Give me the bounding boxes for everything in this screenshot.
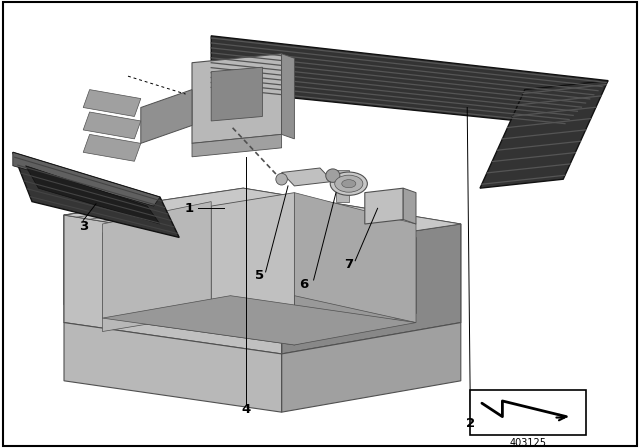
Polygon shape — [83, 112, 141, 139]
Polygon shape — [13, 152, 160, 206]
Polygon shape — [26, 166, 160, 224]
Text: 3: 3 — [79, 220, 88, 233]
Polygon shape — [480, 81, 608, 188]
Polygon shape — [83, 134, 141, 161]
Polygon shape — [282, 168, 333, 186]
Text: 1: 1 — [184, 202, 193, 215]
Polygon shape — [102, 233, 294, 345]
Polygon shape — [282, 54, 294, 139]
Polygon shape — [192, 54, 282, 143]
Polygon shape — [141, 90, 192, 143]
Polygon shape — [282, 224, 461, 354]
Polygon shape — [102, 296, 416, 345]
Polygon shape — [64, 323, 282, 412]
Ellipse shape — [326, 169, 340, 182]
Polygon shape — [365, 188, 403, 224]
Polygon shape — [83, 90, 141, 116]
Polygon shape — [192, 134, 282, 157]
Polygon shape — [403, 188, 416, 224]
Polygon shape — [64, 215, 282, 354]
Polygon shape — [102, 202, 211, 332]
Text: 403125: 403125 — [509, 438, 547, 448]
Polygon shape — [64, 215, 282, 354]
Polygon shape — [282, 323, 461, 412]
Polygon shape — [294, 237, 416, 345]
Polygon shape — [294, 193, 416, 323]
Ellipse shape — [335, 175, 363, 192]
Bar — [470, 390, 586, 435]
Ellipse shape — [276, 173, 287, 185]
Text: 2: 2 — [466, 417, 475, 430]
Polygon shape — [211, 193, 294, 323]
Polygon shape — [243, 188, 461, 323]
Ellipse shape — [342, 180, 356, 188]
Polygon shape — [64, 188, 243, 305]
Polygon shape — [102, 206, 230, 318]
Polygon shape — [64, 188, 461, 251]
Ellipse shape — [330, 172, 367, 195]
Text: 7: 7 — [344, 258, 353, 271]
Polygon shape — [336, 170, 349, 202]
Polygon shape — [211, 36, 608, 125]
Polygon shape — [230, 206, 416, 314]
Polygon shape — [211, 67, 262, 121]
Text: 6: 6 — [300, 278, 308, 291]
Polygon shape — [13, 152, 179, 237]
Text: 5: 5 — [255, 269, 264, 282]
Text: 4: 4 — [242, 403, 251, 417]
